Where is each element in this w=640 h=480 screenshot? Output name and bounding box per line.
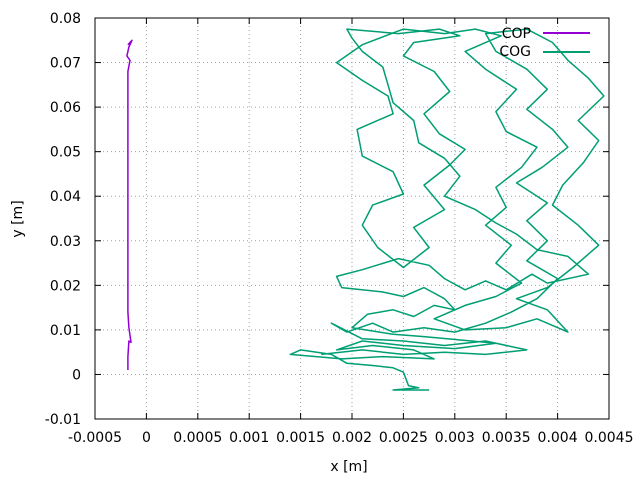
x-tick-label: 0.004 bbox=[538, 430, 578, 446]
tick-marks bbox=[94, 17, 610, 420]
y-tick-label: 0.08 bbox=[50, 11, 81, 27]
x-tick-label: 0.001 bbox=[229, 430, 269, 446]
series-line-cog bbox=[289, 28, 605, 391]
y-tick-label: 0.04 bbox=[50, 189, 81, 205]
legend: COP COG bbox=[499, 26, 590, 60]
x-tick-label: -0.0005 bbox=[68, 430, 122, 446]
y-tick-label: 0 bbox=[72, 367, 81, 383]
x-tick-label: 0.0045 bbox=[585, 430, 634, 446]
x-tick-label: 0.003 bbox=[435, 430, 475, 446]
series-line-cop bbox=[126, 39, 133, 370]
y-axis-label: y [m] bbox=[10, 200, 26, 237]
x-tick-label: 0 bbox=[142, 430, 151, 446]
y-tick-label: 0.05 bbox=[50, 145, 81, 161]
x-axis-label: x [m] bbox=[330, 459, 367, 475]
x-tick-label: 0.0015 bbox=[276, 430, 325, 446]
x-tick-label: 0.0025 bbox=[379, 430, 428, 446]
grid-lines bbox=[95, 18, 609, 419]
y-tick-label: -0.01 bbox=[45, 412, 81, 428]
y-tick-label: 0.06 bbox=[50, 100, 81, 116]
y-tick-label: 0.07 bbox=[50, 56, 81, 72]
y-tick-label: 0.02 bbox=[50, 278, 81, 294]
x-tick-label: 0.0005 bbox=[173, 430, 222, 446]
tick-labels: -0.0005 0 0.0005 0.001 0.0015 0.002 0.0025 0.00… bbox=[45, 11, 634, 446]
y-tick-label: 0.01 bbox=[50, 323, 81, 339]
y-tick-label: 0.03 bbox=[50, 234, 81, 250]
legend-label-cop: COP bbox=[502, 26, 531, 42]
legend-label-cog: COG bbox=[499, 44, 531, 60]
x-tick-label: 0.002 bbox=[332, 430, 372, 446]
x-tick-label: 0.0035 bbox=[482, 430, 531, 446]
series-layer bbox=[126, 28, 605, 391]
